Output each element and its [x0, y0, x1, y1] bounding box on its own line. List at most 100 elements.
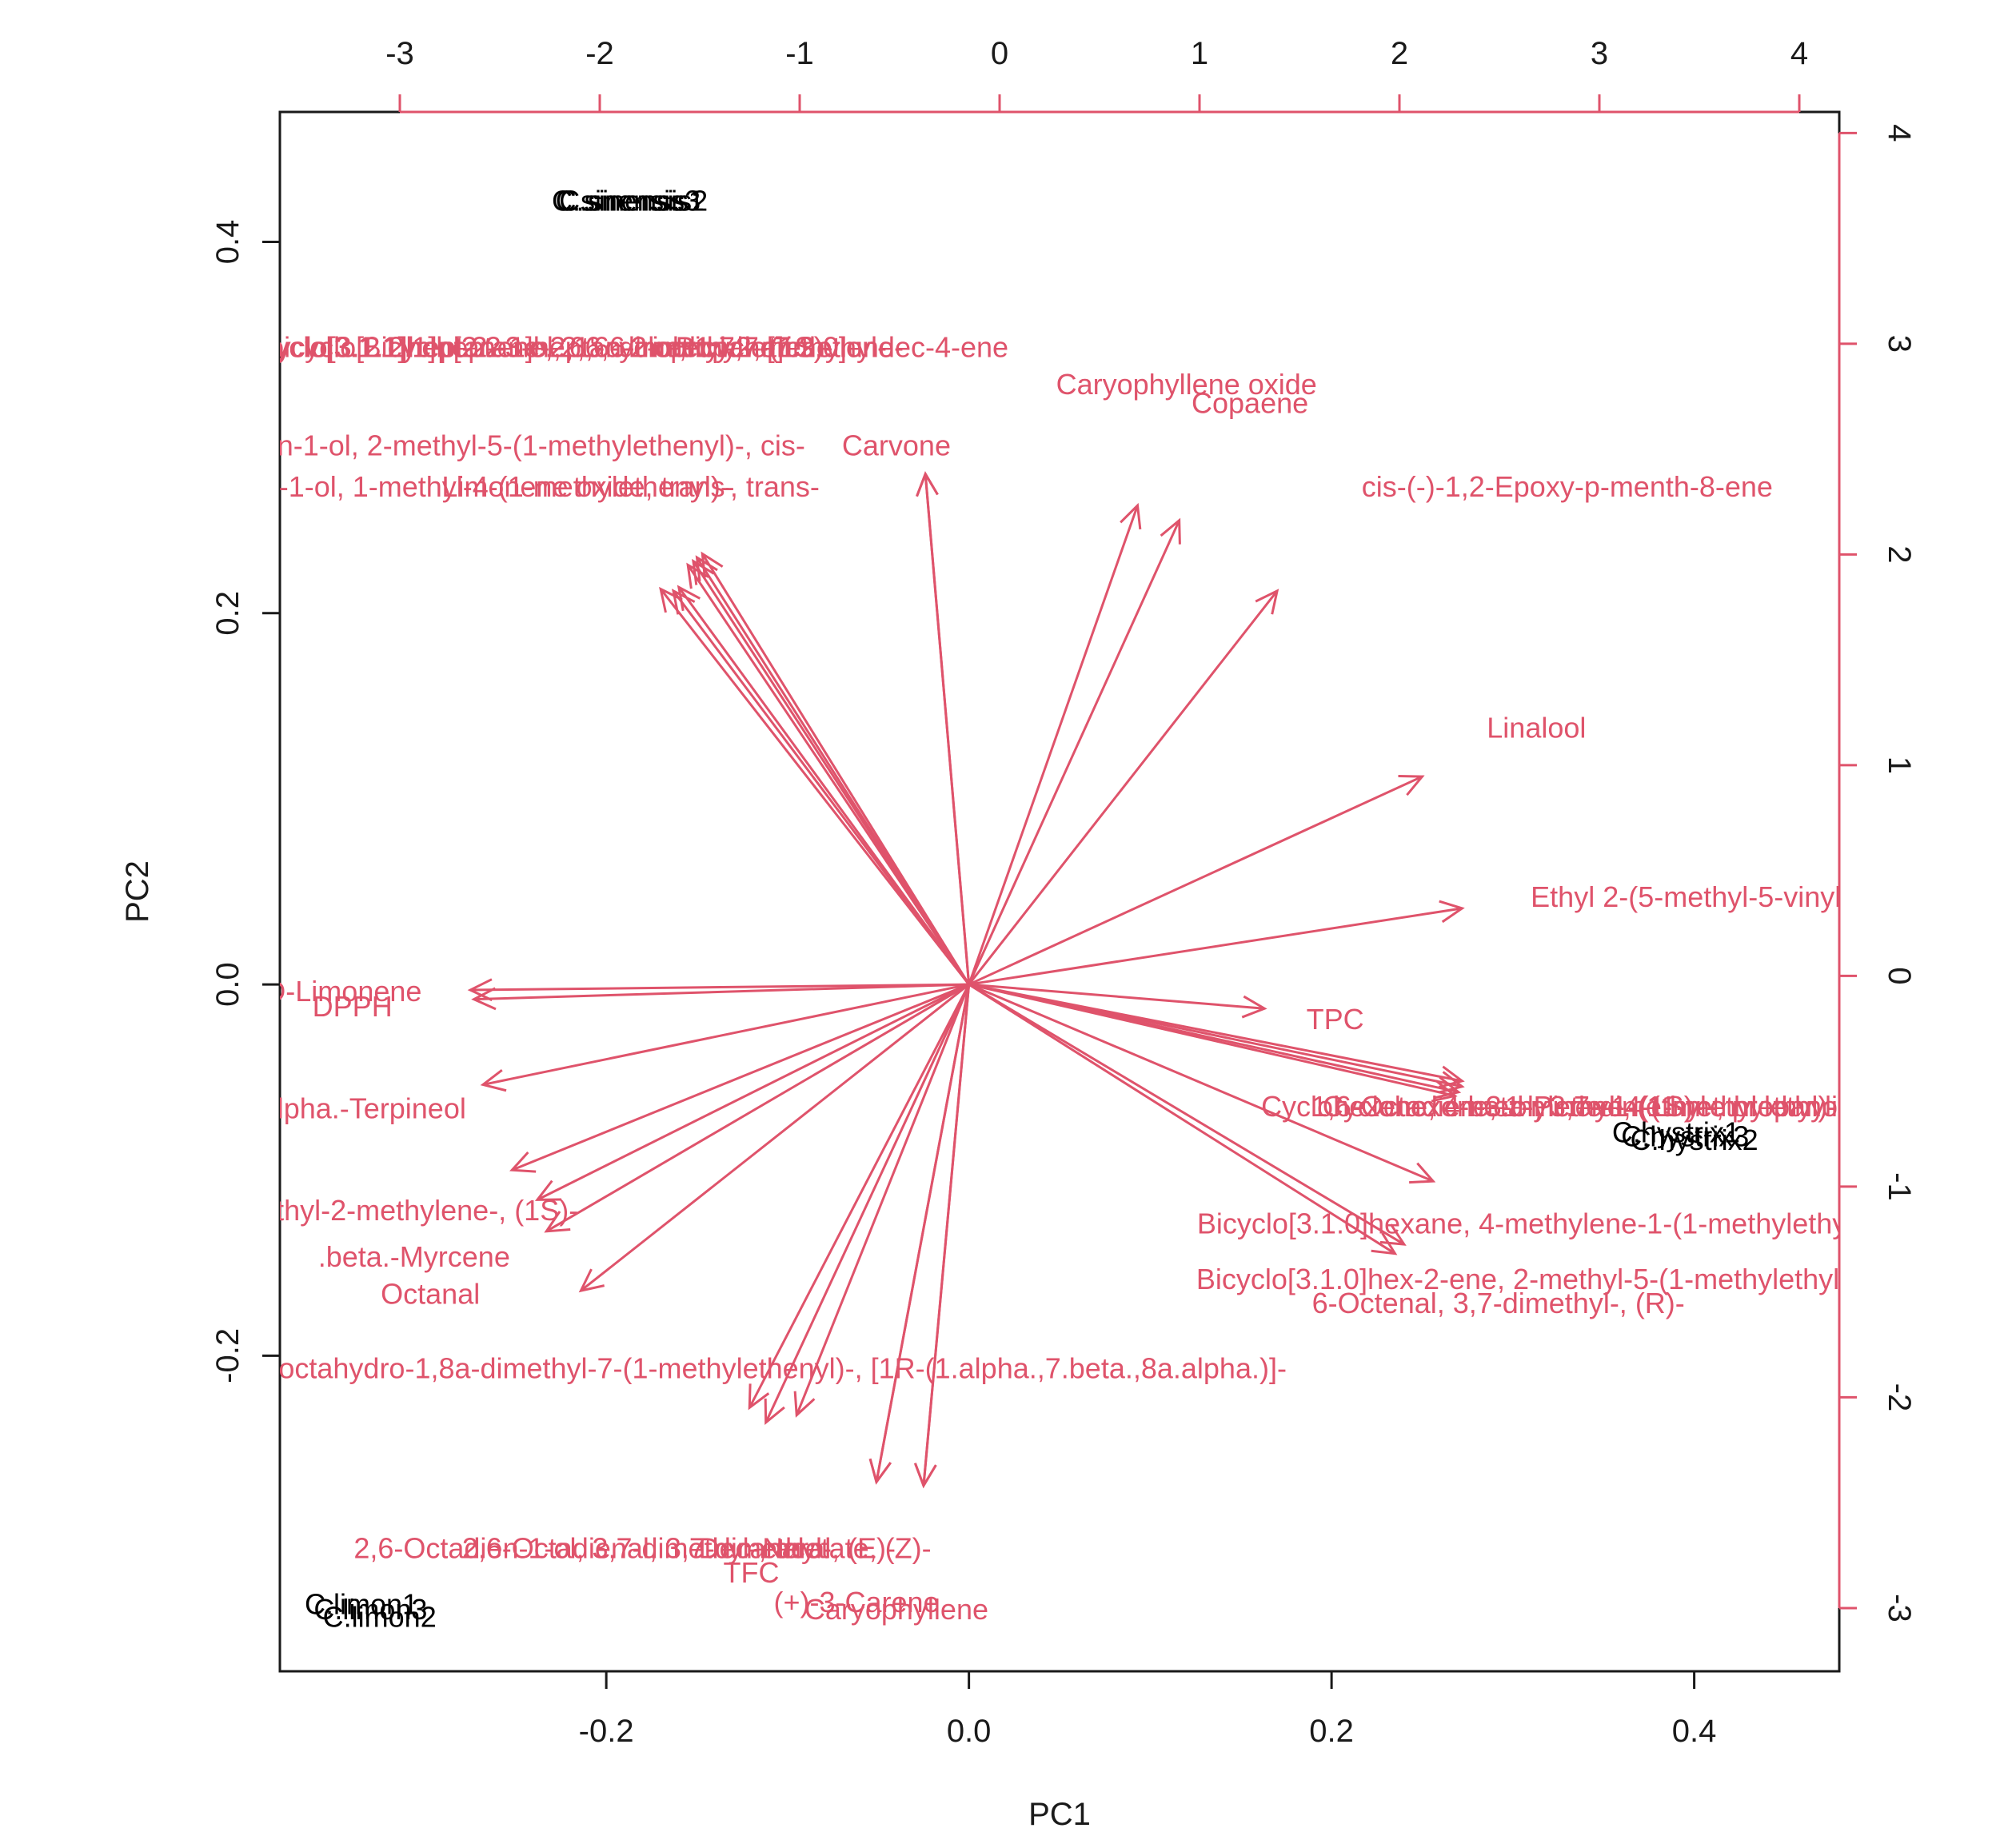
- y-axis-left: -0.2 0.0 0.2 0.4: [210, 220, 281, 1383]
- variable-label: 1,6-Octadien-3-ol, 3,7-dimethyl-, propan…: [1311, 1090, 1878, 1123]
- variable-arrow: [968, 774, 1425, 986]
- arrow-head: [1255, 589, 1279, 615]
- variable-arrow: [467, 978, 969, 1002]
- variable-label: 2-Cyclohexen-1-ol, 2-methyl-5-(1-methyle…: [118, 429, 805, 462]
- arrow-head: [748, 1383, 770, 1411]
- variable-arrow: [968, 983, 1267, 1019]
- variable-labels: Spiro[bicyclo[2.2.1]heptane-2,1'-cyclopr…: [0, 331, 2000, 1626]
- variable-label: 6-Octenal, 3,7-dimethyl-, (R)-: [1312, 1287, 1685, 1319]
- variable-arrow: [968, 900, 1465, 986]
- variable-label: Caryophyllene: [804, 1593, 988, 1626]
- variable-arrow: [968, 502, 1142, 985]
- variable-label: Limonene oxide, trans-: [441, 470, 734, 503]
- variable-arrow: [695, 555, 970, 985]
- variable-arrow: [916, 471, 971, 985]
- arrow-shaft: [968, 983, 1434, 1183]
- arrow-shaft: [482, 983, 969, 1086]
- arrow-head: [868, 1458, 892, 1485]
- variable-label: TFC: [724, 1556, 780, 1589]
- y-tick-label: 0.4: [210, 220, 246, 265]
- variable-arrow: [968, 517, 1181, 985]
- arrow-head: [764, 1398, 785, 1426]
- arrow-head: [1438, 1065, 1465, 1088]
- variable-arrow: [480, 983, 969, 1092]
- observation-label: C.hystrix2: [1631, 1124, 1758, 1156]
- arrow-head: [793, 1391, 816, 1418]
- variable-label: Copaene: [1192, 386, 1308, 419]
- arrow-shaft: [968, 590, 1279, 985]
- arrow-head: [534, 1179, 561, 1201]
- arrow-shaft: [686, 564, 970, 985]
- arrow-head: [509, 1151, 537, 1173]
- arrow-shaft: [922, 984, 971, 1486]
- variable-label: Ethyl 2-(5-methyl-5-vinyltetrahydrofuran…: [1531, 880, 2000, 913]
- arrow-shaft: [748, 984, 970, 1409]
- x-axis-label: PC1: [1028, 1797, 1091, 1832]
- arrow-shaft: [968, 983, 1455, 1097]
- right-tick-label: -1: [1882, 1172, 1917, 1201]
- y-tick-label: -0.2: [210, 1328, 246, 1383]
- arrow-shaft: [968, 983, 1396, 1255]
- variable-label: Octanal: [381, 1278, 480, 1311]
- variable-arrow: [968, 983, 1436, 1184]
- variable-arrows: [467, 471, 1465, 1489]
- variable-arrow: [686, 562, 970, 985]
- x-axis-top: -3 -2 -1 0 1 2 3 4: [385, 36, 1808, 114]
- variable-label: Naphthalene, 1,2,3,5,6,7,8,8a-octahydro-…: [0, 1351, 1287, 1384]
- arrow-shaft: [968, 775, 1423, 986]
- right-tick-label: -2: [1882, 1383, 1917, 1412]
- arrow-head: [695, 555, 718, 582]
- variable-label: Bicyclo[3.1.1]heptane, 6,6-dimethyl-2-me…: [0, 1194, 578, 1227]
- observation-label: C.hystrix1: [1612, 1116, 1740, 1149]
- variable-label: D-Limonene: [265, 975, 421, 1008]
- right-tick-label: -3: [1882, 1594, 1917, 1622]
- variable-arrow: [578, 983, 970, 1293]
- variable-label: Spiro[bicyclo[2.2.1]heptane-2,1'-cyclopr…: [193, 331, 784, 364]
- arrow-head: [1409, 1162, 1436, 1184]
- arrow-shaft: [968, 983, 1405, 1246]
- top-tick-label: 4: [1790, 36, 1808, 71]
- variable-arrow: [968, 589, 1279, 985]
- arrow-shaft: [659, 588, 970, 985]
- arrow-shaft: [924, 473, 971, 985]
- variable-label: .alpha.-Terpineol: [253, 1092, 466, 1124]
- top-tick-label: 0: [991, 36, 1008, 71]
- top-tick-label: -2: [585, 36, 614, 71]
- arrow-shaft: [764, 984, 970, 1423]
- arrow-head: [1160, 517, 1181, 545]
- variable-label: DPPH: [313, 990, 393, 1023]
- variable-label: (+)-3-Carene: [774, 1586, 940, 1618]
- arrow-head: [916, 471, 939, 497]
- variable-arrow: [868, 984, 971, 1485]
- observation-label: C.limon2: [323, 1601, 437, 1634]
- arrow-shaft: [795, 984, 971, 1416]
- variable-label: beta-Pinene, (1S)-: [1467, 1090, 1703, 1123]
- arrow-shaft: [677, 586, 970, 985]
- variable-arrow: [471, 983, 969, 1011]
- variable-arrow: [764, 984, 970, 1426]
- right-tick-label: 3: [1882, 335, 1917, 353]
- variable-arrow: [968, 983, 1465, 1088]
- variable-label: TPC: [1307, 1003, 1364, 1036]
- arrow-shaft: [968, 983, 1463, 1083]
- y-tick-label: 0.0: [210, 962, 246, 1007]
- arrow-shaft: [875, 984, 971, 1483]
- x-tick-label: -0.2: [579, 1714, 634, 1749]
- arrow-shaft: [968, 983, 1265, 1010]
- arrow-head: [1371, 1232, 1398, 1255]
- variable-label: Bicyclo[3.1.1]heptan-3-ol, 6,6-dimethyl-…: [237, 331, 904, 364]
- top-tick-label: 2: [1391, 36, 1408, 71]
- y-axis-right: -3 -2 -1 0 1 2 3 4: [1838, 124, 1917, 1622]
- variable-label: Neral: [762, 1532, 831, 1565]
- variable-label: Caryophyllene oxide: [1056, 368, 1317, 401]
- arrow-shaft: [473, 983, 969, 1001]
- observation-label: C.sinensis3: [552, 184, 701, 217]
- variable-label: Cyclohexene, 4-methylene-1-(1-methylethy…: [1261, 1090, 1837, 1123]
- right-tick-label: 0: [1882, 967, 1917, 984]
- arrow-head: [471, 987, 497, 1011]
- variable-arrow: [534, 983, 970, 1201]
- arrow-shaft: [968, 505, 1139, 985]
- variable-arrow: [968, 983, 1458, 1103]
- right-tick-label: 2: [1882, 545, 1917, 563]
